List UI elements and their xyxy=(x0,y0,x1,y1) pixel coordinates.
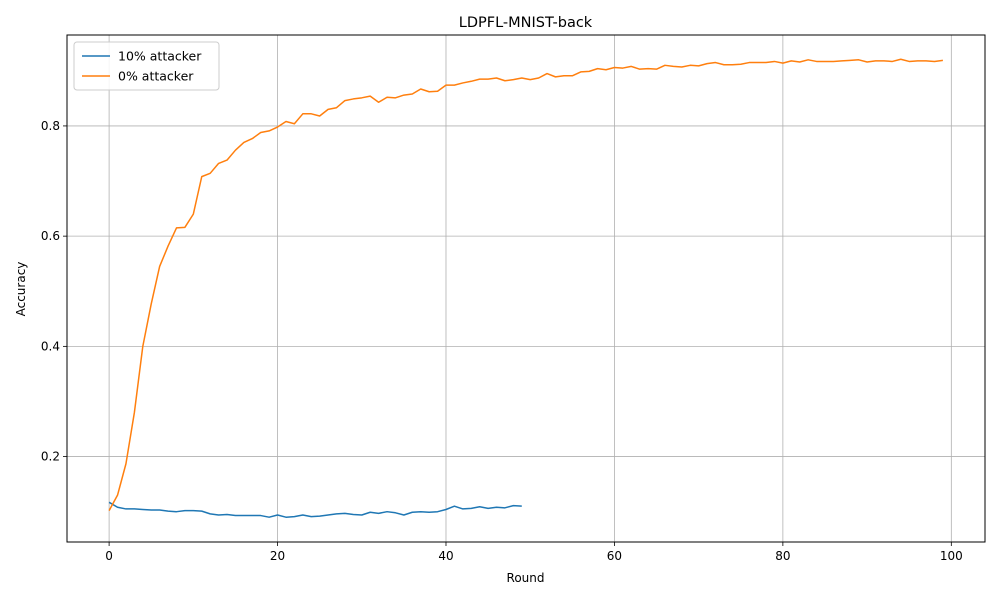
x-tick-label: 80 xyxy=(775,549,790,563)
x-axis: 0 20 40 60 80 100 xyxy=(105,542,963,563)
legend-entry: 10% attacker xyxy=(118,49,202,64)
y-tick-label: 0.2 xyxy=(41,450,60,464)
y-axis-label: Accuracy xyxy=(14,262,28,317)
y-tick-label: 0.8 xyxy=(41,119,60,133)
plot-frame xyxy=(66,34,986,543)
legend-entry: 0% attacker xyxy=(118,69,194,84)
series-line-0 xyxy=(108,501,522,518)
x-axis-label: Round xyxy=(507,571,545,585)
legend-box xyxy=(73,41,220,91)
legend: 10% attacker 0% attacker xyxy=(73,41,220,91)
x-tick-label: 60 xyxy=(607,549,622,563)
chart-title: LDPFL-MNIST-back xyxy=(459,15,593,31)
grid xyxy=(67,35,985,542)
x-tick-label: 0 xyxy=(105,549,113,563)
x-tick-label: 100 xyxy=(940,549,963,563)
series-line-1 xyxy=(108,58,943,511)
y-tick-label: 0.6 xyxy=(41,229,60,243)
x-tick-label: 20 xyxy=(270,549,285,563)
series-layer xyxy=(108,58,943,518)
y-axis: 0.2 0.4 0.6 0.8 xyxy=(41,119,67,464)
x-tick-label: 40 xyxy=(438,549,453,563)
y-tick-label: 0.4 xyxy=(41,339,60,353)
